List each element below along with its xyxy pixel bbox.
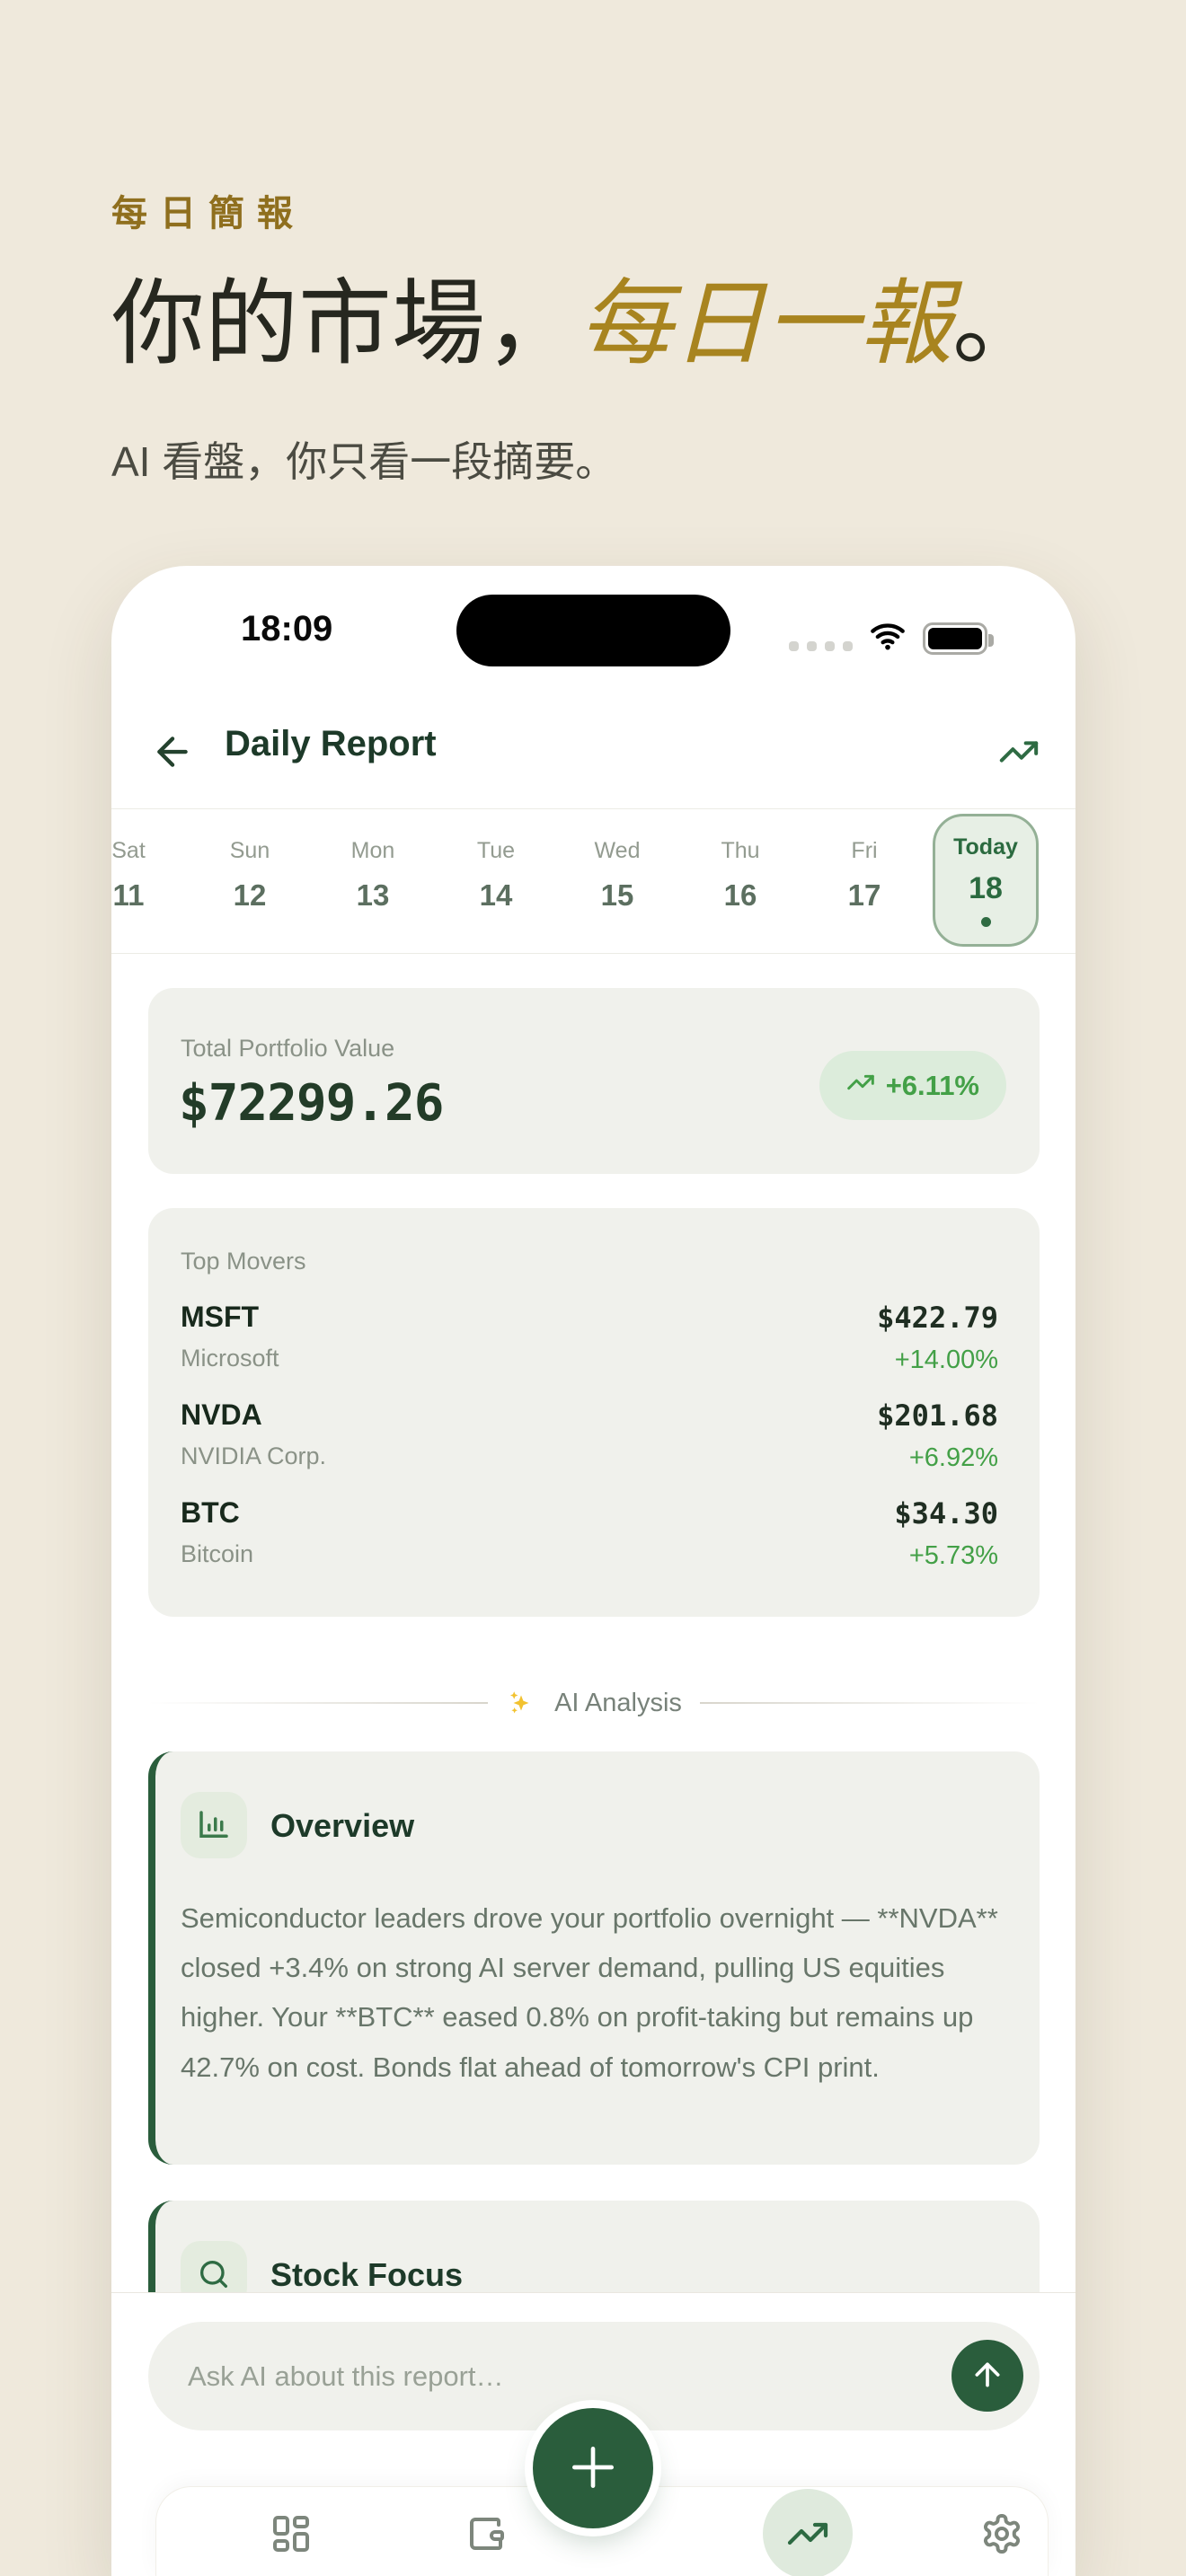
send-button[interactable] — [951, 2340, 1023, 2412]
ask-ai-bar — [148, 2322, 1040, 2430]
top-movers-card: Top Movers MSFT Microsoft $422.79 +14.00% … — [148, 1208, 1040, 1617]
today-dot — [980, 917, 991, 927]
overview-card: Overview Semiconductor leaders drove you… — [148, 1751, 1040, 2165]
wifi-icon — [867, 618, 908, 658]
date-cell-tue[interactable]: Tue 14 — [476, 838, 516, 912]
mover-price: $422.79 — [877, 1301, 998, 1335]
mover-row[interactable]: NVDA NVIDIA Corp. $201.68 +6.92% — [181, 1398, 998, 1473]
mover-change: +14.00% — [894, 1345, 998, 1374]
mover-change: +6.92% — [908, 1443, 998, 1472]
stock-focus-title: Stock Focus — [270, 2256, 464, 2293]
nav-reports-active[interactable] — [763, 2489, 853, 2576]
overview-body: Semiconductor leaders drove your portfol… — [181, 1902, 998, 2083]
nav-dashboard[interactable] — [270, 2512, 313, 2555]
sparkles-icon — [506, 1688, 536, 1718]
chart-column-icon — [181, 1792, 247, 1858]
ask-ai-input[interactable] — [188, 2322, 889, 2430]
title-gold: 每日一報 — [579, 273, 953, 376]
back-button[interactable] — [149, 729, 196, 776]
nav-settings[interactable] — [980, 2512, 1023, 2555]
date-cell-fri[interactable]: Fri 17 — [847, 838, 881, 912]
overview-title: Overview — [270, 1807, 415, 1844]
phone-mockup: 18:09 Daily Report Sat 11 Sun 12 — [111, 566, 1075, 2576]
portfolio-value: $72299.26 — [179, 1074, 444, 1133]
plus-icon — [565, 2439, 621, 2498]
arrow-left-icon — [150, 737, 195, 777]
status-icons — [789, 618, 994, 658]
add-button[interactable] — [533, 2408, 653, 2528]
ai-analysis-label: AI Analysis — [554, 1688, 682, 1717]
mover-row[interactable]: MSFT Microsoft $422.79 +14.00% — [181, 1301, 998, 1375]
mover-price: $34.30 — [894, 1496, 998, 1531]
top-movers-title: Top Movers — [181, 1248, 306, 1275]
hero-subtitle: AI 看盤，你只看一段摘要。 — [111, 438, 617, 485]
portfolio-change-badge: +6.11% — [819, 1051, 1006, 1120]
mover-symbol: MSFT — [181, 1301, 260, 1333]
portfolio-card: Total Portfolio Value $72299.26 +6.11% — [148, 988, 1040, 1174]
title-period: 。 — [952, 273, 1047, 376]
trending-up-icon — [786, 2522, 829, 2559]
date-cell-mon[interactable]: Mon 13 — [350, 838, 395, 912]
mover-name: Bitcoin — [181, 1540, 254, 1567]
status-time: 18:09 — [241, 609, 333, 648]
report-title: Daily Report — [225, 724, 437, 763]
dashboard-icon — [270, 2516, 313, 2559]
ai-analysis-divider: AI Analysis — [148, 1678, 1040, 1728]
date-cell-thu[interactable]: Thu 16 — [721, 838, 760, 912]
date-cell-sun[interactable]: Sun 12 — [229, 838, 270, 912]
mover-change: +5.73% — [908, 1541, 998, 1570]
trending-up-icon[interactable] — [998, 731, 1040, 772]
report-header: Daily Report — [111, 719, 1075, 790]
portfolio-label: Total Portfolio Value — [181, 1035, 395, 1062]
date-cell-sat[interactable]: Sat 11 — [111, 838, 146, 912]
mover-name: Microsoft — [181, 1345, 279, 1372]
divider-line — [699, 1702, 1040, 1704]
phone-notch — [456, 595, 730, 666]
page-title: 你的市場，每日一報。 — [111, 269, 1100, 382]
mover-symbol: NVDA — [181, 1398, 262, 1431]
hero-eyebrow: 每日簡報 — [111, 194, 305, 234]
divider-line — [148, 1702, 489, 1704]
date-strip: Sat 11 Sun 12 Mon 13 Tue 14 Wed 15 Thu 16 Fri 1… — [111, 808, 1075, 954]
settings-icon — [980, 2514, 1023, 2559]
mover-name: NVIDIA Corp. — [181, 1442, 327, 1469]
mover-price: $201.68 — [877, 1398, 998, 1433]
battery-icon — [923, 622, 994, 655]
arrow-up-icon — [969, 2357, 1005, 2395]
portfolio-change: +6.11% — [885, 1069, 979, 1101]
date-cell-wed[interactable]: Wed 15 — [594, 838, 641, 912]
cellular-signal-icon — [789, 641, 853, 651]
date-cell-today[interactable]: Today 18 — [933, 814, 1039, 947]
wallet-icon — [465, 2518, 508, 2559]
trending-up-icon — [846, 1068, 875, 1104]
mover-row[interactable]: BTC Bitcoin $34.30 +5.73% — [181, 1496, 998, 1571]
title-black: 你的市場， — [111, 273, 580, 376]
nav-wallet[interactable] — [465, 2512, 508, 2555]
mover-symbol: BTC — [181, 1496, 240, 1529]
